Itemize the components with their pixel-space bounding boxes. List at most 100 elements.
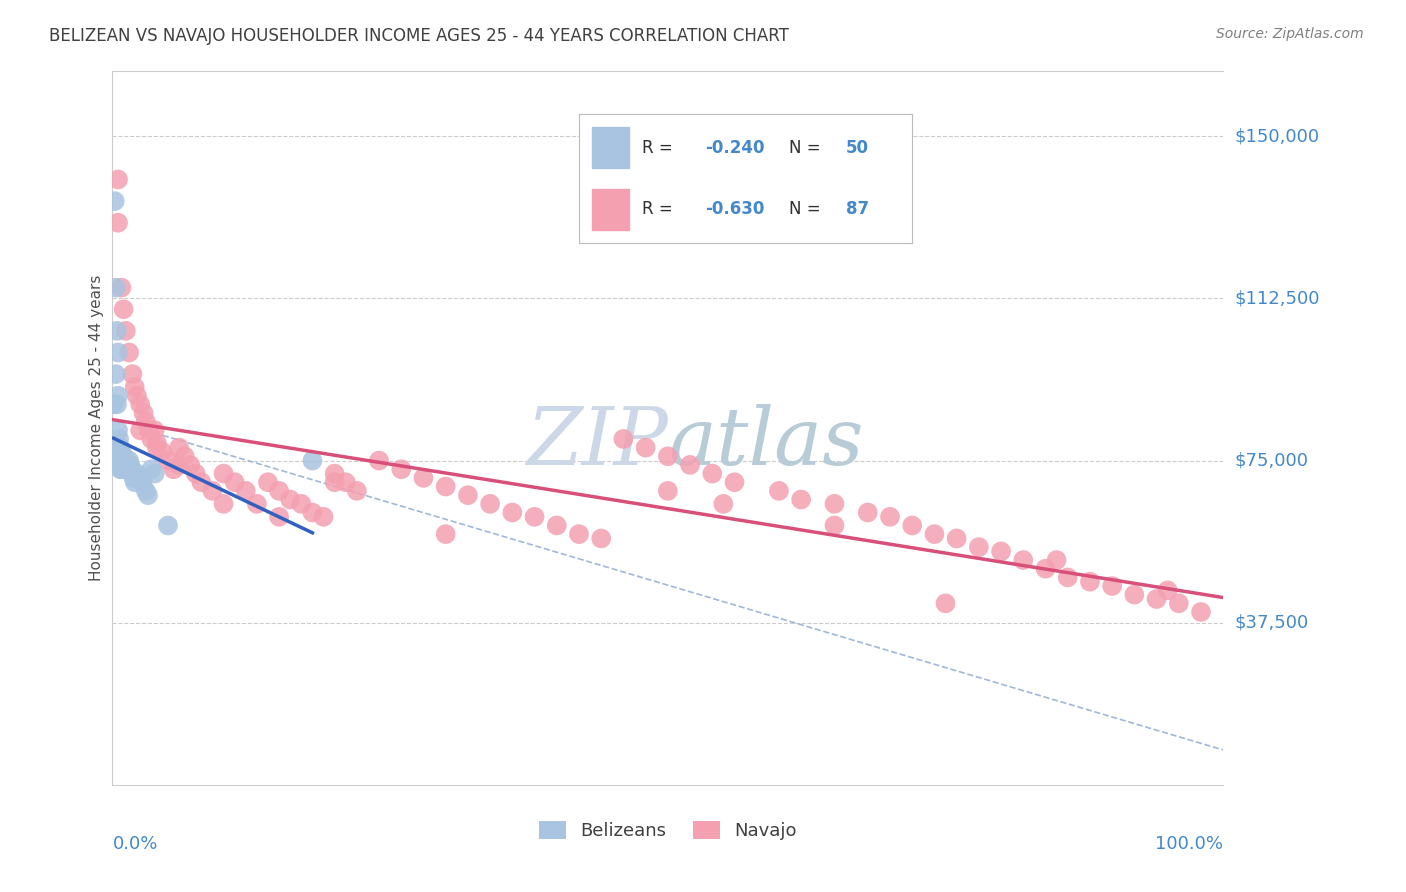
Point [824, 497, 846, 511]
Point [117, 460, 139, 475]
Point [235, 483, 257, 498]
Point [112, 302, 135, 317]
Point [157, 453, 180, 467]
Text: $37,500: $37,500 [1234, 614, 1309, 632]
Point [591, 532, 613, 546]
Point [120, 458, 142, 472]
Point [110, 462, 132, 476]
Point [162, 462, 184, 476]
Point [368, 453, 391, 467]
Point [111, 453, 134, 467]
Point [190, 475, 212, 490]
Text: $75,000: $75,000 [1234, 451, 1309, 469]
Point [790, 492, 813, 507]
Point [212, 467, 235, 481]
Point [1012, 553, 1035, 567]
Text: Source: ZipAtlas.com: Source: ZipAtlas.com [1216, 27, 1364, 41]
Point [346, 483, 368, 498]
Point [389, 462, 412, 476]
Point [124, 380, 146, 394]
Point [104, 367, 127, 381]
Point [1035, 562, 1057, 576]
Text: BELIZEAN VS NAVAJO HOUSEHOLDER INCOME AGES 25 - 44 YEARS CORRELATION CHART: BELIZEAN VS NAVAJO HOUSEHOLDER INCOME AG… [49, 27, 789, 45]
Point [152, 445, 174, 459]
Point [118, 462, 141, 476]
Point [107, 423, 129, 437]
Point [104, 280, 127, 294]
Point [120, 462, 142, 476]
Point [935, 596, 957, 610]
Point [257, 475, 280, 490]
Point [267, 509, 291, 524]
Point [546, 518, 568, 533]
Text: $112,500: $112,500 [1234, 289, 1320, 308]
Point [115, 458, 138, 472]
Point [323, 467, 346, 481]
Point [108, 450, 131, 464]
Point [114, 458, 136, 472]
Point [246, 497, 269, 511]
Text: 100.0%: 100.0% [1156, 835, 1223, 853]
Point [312, 509, 335, 524]
Y-axis label: Householder Income Ages 25 - 44 years: Householder Income Ages 25 - 44 years [89, 275, 104, 582]
Point [107, 345, 129, 359]
Point [129, 471, 152, 485]
Point [679, 458, 702, 472]
Point [412, 471, 434, 485]
Point [118, 453, 141, 467]
Point [111, 458, 134, 472]
Point [112, 450, 135, 464]
Point [114, 453, 136, 467]
Point [1123, 588, 1146, 602]
Point [121, 367, 143, 381]
Point [301, 453, 323, 467]
Point [323, 475, 346, 490]
Point [124, 475, 146, 490]
Point [967, 540, 990, 554]
Point [110, 453, 132, 467]
Point [879, 509, 901, 524]
Point [657, 483, 679, 498]
Point [135, 483, 157, 498]
Point [723, 475, 745, 490]
Point [1101, 579, 1123, 593]
Point [104, 194, 127, 208]
Point [110, 280, 132, 294]
Point [108, 432, 131, 446]
Point [856, 506, 879, 520]
Point [657, 450, 679, 464]
Point [167, 441, 190, 455]
Point [434, 479, 457, 493]
Point [990, 544, 1012, 558]
Point [118, 345, 141, 359]
Point [141, 462, 163, 476]
Point [125, 467, 148, 481]
Text: ZIP: ZIP [526, 404, 668, 481]
Point [103, 397, 125, 411]
Point [457, 488, 479, 502]
Point [138, 423, 160, 437]
Point [108, 458, 131, 472]
Point [129, 397, 152, 411]
Point [1078, 574, 1101, 589]
Point [122, 471, 145, 485]
Point [634, 441, 657, 455]
Point [1156, 583, 1178, 598]
Point [114, 453, 136, 467]
Point [110, 441, 132, 455]
Legend: Belizeans, Navajo: Belizeans, Navajo [531, 814, 804, 847]
Point [110, 450, 132, 464]
Point [523, 509, 546, 524]
Point [105, 324, 128, 338]
Point [173, 450, 195, 464]
Point [135, 415, 157, 429]
Point [924, 527, 946, 541]
Point [112, 456, 135, 470]
Point [110, 445, 132, 459]
Point [110, 458, 132, 472]
Point [434, 527, 457, 541]
Point [105, 397, 128, 411]
Point [114, 458, 136, 472]
Point [278, 492, 301, 507]
Point [110, 453, 132, 467]
